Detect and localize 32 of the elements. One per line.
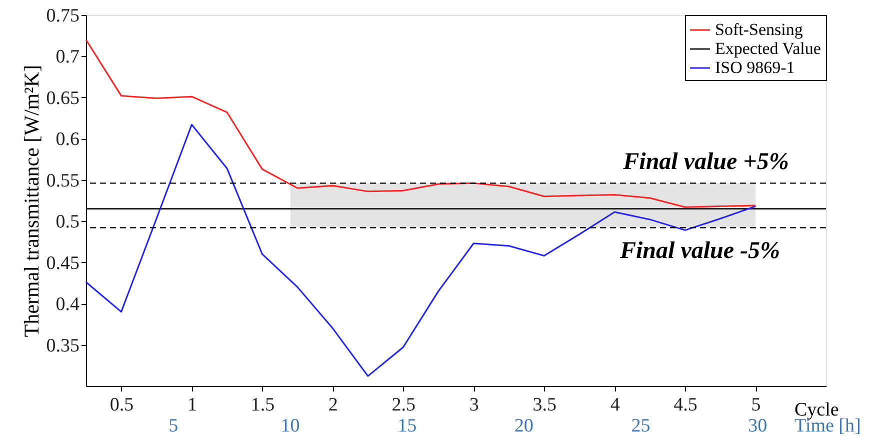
y-tick-label: 0.45 bbox=[46, 252, 80, 274]
legend-label: Soft-Sensing bbox=[715, 20, 804, 39]
y-tick-label: 0.35 bbox=[46, 335, 80, 356]
annotation: Final value +5% bbox=[622, 149, 789, 175]
x-tick-label: 3.5 bbox=[532, 394, 556, 416]
x2-tick-label: 15 bbox=[398, 416, 417, 436]
legend-label: Expected Value bbox=[715, 39, 821, 58]
x2-tick-label: 5 bbox=[168, 416, 178, 436]
x2-tick-label: 10 bbox=[280, 416, 300, 436]
x-tick-label: 1.5 bbox=[250, 394, 275, 416]
legend-label: ISO 9869-1 bbox=[715, 58, 795, 77]
x-tick-label: 1 bbox=[187, 394, 197, 416]
x2-tick-label: 20 bbox=[514, 416, 534, 436]
y-axis-title: Thermal transmittance [W/m²K] bbox=[19, 64, 44, 338]
x-tick-label: 4 bbox=[610, 394, 620, 416]
y-tick-label: 0.75 bbox=[46, 6, 80, 26]
x-tick-label: 3 bbox=[469, 394, 479, 416]
y-tick-label: 0.5 bbox=[56, 212, 80, 233]
y-tick-label: 0.6 bbox=[56, 129, 80, 150]
y-tick-label: 0.55 bbox=[46, 170, 80, 192]
y-tick-label: 0.65 bbox=[46, 88, 80, 109]
x-tick-label: 5 bbox=[751, 394, 761, 416]
y-tick-label: 0.4 bbox=[56, 294, 80, 316]
x-tick-label: 2.5 bbox=[392, 394, 416, 416]
x-tick-label: 4.5 bbox=[674, 394, 698, 416]
x2-tick-label: 25 bbox=[631, 416, 650, 436]
x-axis-title: Cycle bbox=[794, 400, 839, 420]
annotation: Final value -5% bbox=[619, 238, 780, 264]
y-tick-label: 0.7 bbox=[56, 46, 80, 68]
x-tick-label: 0.5 bbox=[110, 394, 134, 416]
x2-tick-label: 30 bbox=[748, 416, 768, 436]
x-tick-label: 2 bbox=[328, 394, 338, 416]
